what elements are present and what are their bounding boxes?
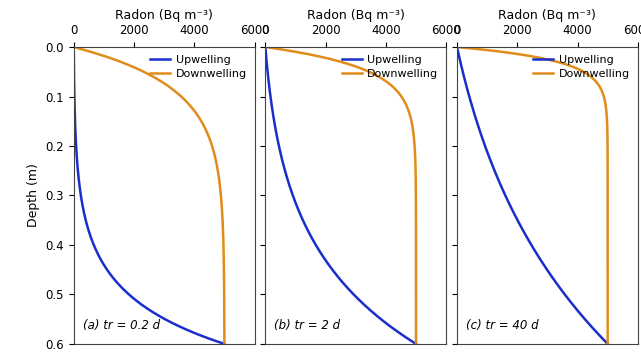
Legend: Upwelling, Downwelling: Upwelling, Downwelling [340, 52, 440, 81]
Downwelling [412, 222, 420, 226]
Line: Downwelling: Downwelling [457, 47, 608, 344]
Text: (b) tr = 2 d: (b) tr = 2 d [274, 319, 340, 332]
Upwelling [507, 206, 515, 210]
Upwelling [83, 222, 90, 226]
Upwelling [76, 188, 84, 192]
Upwelling [604, 342, 612, 346]
Downwelling [412, 334, 420, 339]
Downwelling [604, 186, 612, 190]
Upwelling [412, 342, 420, 346]
Upwelling [79, 206, 87, 210]
Line: Downwelling: Downwelling [265, 47, 416, 344]
Downwelling [412, 188, 420, 192]
Upwelling [221, 342, 228, 346]
Downwelling [412, 342, 420, 346]
X-axis label: Radon (Bq m⁻³): Radon (Bq m⁻³) [499, 9, 596, 22]
Upwelling [287, 186, 294, 190]
Upwelling [401, 334, 409, 339]
X-axis label: Radon (Bq m⁻³): Radon (Bq m⁻³) [115, 9, 213, 22]
Downwelling [262, 45, 269, 49]
Upwelling [453, 45, 461, 49]
Upwelling [515, 222, 523, 226]
Upwelling [597, 334, 604, 339]
Upwelling [200, 334, 208, 339]
Downwelling [221, 342, 228, 346]
Upwelling [70, 45, 78, 49]
Upwelling [498, 186, 506, 190]
Upwelling [558, 288, 565, 292]
Downwelling [217, 188, 224, 192]
Upwelling [294, 206, 301, 210]
Downwelling [219, 222, 226, 226]
Y-axis label: Depth (m): Depth (m) [27, 164, 40, 227]
Upwelling [262, 45, 269, 49]
Upwelling [121, 288, 128, 292]
Downwelling [412, 186, 420, 190]
Upwelling [499, 188, 506, 192]
Text: (c) tr = 40 d: (c) tr = 40 d [466, 319, 538, 332]
Downwelling [604, 188, 612, 192]
Downwelling [604, 288, 612, 292]
Upwelling [346, 288, 354, 292]
Text: (a) tr = 0.2 d: (a) tr = 0.2 d [83, 319, 160, 332]
Upwelling [287, 188, 295, 192]
Downwelling [604, 334, 612, 339]
Downwelling [453, 45, 461, 49]
Line: Upwelling: Upwelling [74, 47, 224, 344]
Line: Upwelling: Upwelling [457, 47, 608, 344]
Downwelling [412, 288, 420, 292]
Line: Upwelling: Upwelling [265, 47, 416, 344]
Upwelling [76, 186, 84, 190]
Downwelling [604, 222, 612, 226]
Legend: Upwelling, Downwelling: Upwelling, Downwelling [148, 52, 249, 81]
Downwelling [216, 186, 224, 190]
Downwelling [221, 288, 228, 292]
Downwelling [218, 206, 226, 210]
Downwelling [70, 45, 78, 49]
Downwelling [604, 342, 612, 346]
Downwelling [604, 206, 612, 210]
Upwelling [301, 222, 308, 226]
Downwelling [412, 206, 420, 210]
Line: Downwelling: Downwelling [74, 47, 224, 344]
Downwelling [221, 334, 228, 339]
X-axis label: Radon (Bq m⁻³): Radon (Bq m⁻³) [307, 9, 404, 22]
Legend: Upwelling, Downwelling: Upwelling, Downwelling [531, 52, 632, 81]
